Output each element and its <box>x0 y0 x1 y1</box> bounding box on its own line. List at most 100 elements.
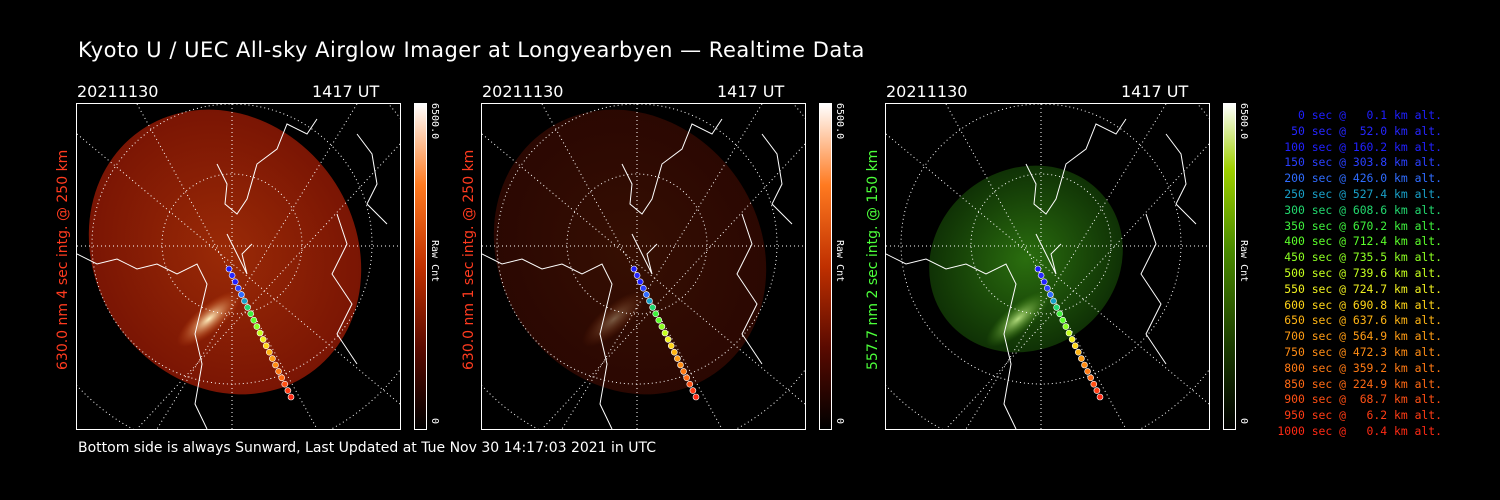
legend-entry: 300 sec @ 608.6 km alt. <box>1284 202 1442 217</box>
aurora-arc <box>582 291 646 347</box>
page-title: Kyoto U / UEC All-sky Airglow Imager at … <box>78 38 865 62</box>
trajectory-point <box>636 278 644 286</box>
trajectory-point <box>1065 329 1073 337</box>
trajectory-point <box>1087 374 1094 382</box>
trajectory-point <box>1090 380 1098 388</box>
legend-entry: 900 sec @ 68.7 km alt. <box>1284 392 1442 407</box>
trajectory-point <box>1096 393 1104 401</box>
panel-3-sky-image <box>885 103 1210 430</box>
legend-entry: 0 sec @ 0.1 km alt. <box>1297 108 1442 122</box>
trajectory-point <box>1081 361 1088 369</box>
aurora-arc <box>986 291 1050 347</box>
trajectory-point <box>256 329 264 337</box>
legend-entry: 1000 sec @ 0.4 km alt. <box>1277 423 1442 438</box>
trajectory-point <box>643 291 650 298</box>
trajectory-point <box>225 265 233 273</box>
panel-2-wavelength-label: 630.0 nm 1 sec intg. @ 250 km <box>461 149 477 370</box>
trajectory-point <box>649 304 656 311</box>
coastlines <box>886 118 1197 429</box>
trajectory-point <box>1056 310 1063 318</box>
panel-2-colorbar <box>819 103 832 430</box>
trajectory-point <box>253 323 261 330</box>
trajectory-point <box>658 323 666 330</box>
legend-entry: 550 sec @ 724.7 km alt. <box>1284 281 1442 296</box>
trajectory-point <box>683 374 690 382</box>
satellite-trajectory <box>1034 265 1104 401</box>
trajectory-point <box>630 265 638 273</box>
trajectory-point <box>646 297 653 305</box>
legend-entry: 650 sec @ 637.6 km alt. <box>1284 313 1442 328</box>
legend-entry: 500 sec @ 739.6 km alt. <box>1284 265 1442 280</box>
coastlines <box>77 118 388 429</box>
trajectory-point <box>1059 316 1067 324</box>
legend-entry: 200 sec @ 426.0 km alt. <box>1284 171 1442 186</box>
trajectory-point <box>1037 272 1045 279</box>
legend-entry: 400 sec @ 712.4 km alt. <box>1284 234 1442 249</box>
trajectory-point <box>633 272 641 279</box>
trajectory-point <box>235 284 242 292</box>
coastlines <box>482 118 793 429</box>
satellite-trajectory <box>225 265 295 401</box>
panel-2-sky-image <box>481 103 806 430</box>
trajectory-point <box>655 316 663 324</box>
airglow-image <box>88 109 362 395</box>
trajectory-point <box>689 387 697 394</box>
satellite-trajectory <box>630 265 700 401</box>
legend-entry: 450 sec @ 735.5 km alt. <box>1284 250 1442 265</box>
legend-entry: 800 sec @ 359.2 km alt. <box>1284 360 1442 375</box>
trajectory-point <box>247 310 254 318</box>
panel-1-colorbar-unit: Raw Cnt <box>429 240 440 283</box>
trajectory-point <box>1093 387 1101 394</box>
latlon-grid <box>886 104 1209 429</box>
panel-1-map <box>77 104 400 429</box>
legend-entry: 600 sec @ 690.8 km alt. <box>1284 297 1442 312</box>
trajectory-point <box>262 342 270 350</box>
panel-2-colorbar-unit: Raw Cnt <box>834 240 845 283</box>
trajectory-point <box>259 336 267 343</box>
trajectory-point <box>250 316 258 324</box>
trajectory-point <box>1044 284 1051 292</box>
trajectory-point <box>667 342 675 350</box>
trajectory-point <box>692 393 700 401</box>
trajectory-point <box>677 361 684 369</box>
panel-3-date: 20211130 <box>886 82 968 101</box>
panel-2-map <box>482 104 805 429</box>
trajectory-point <box>278 374 285 382</box>
legend-entry: 350 sec @ 670.2 km alt. <box>1284 218 1442 233</box>
trajectory-point <box>238 291 245 298</box>
panel-2-date: 20211130 <box>482 82 564 101</box>
legend-entry: 250 sec @ 527.4 km alt. <box>1284 186 1442 201</box>
trajectory-point <box>661 329 669 337</box>
airglow-image <box>929 165 1123 353</box>
legend-entry: 950 sec @ 6.2 km alt. <box>1284 408 1442 423</box>
panel-3-colorbar-max: 6500.0 <box>1238 103 1249 140</box>
trajectory-point <box>1053 304 1060 311</box>
trajectory-point <box>244 304 251 311</box>
panel-1-wavelength-label: 630.0 nm 4 sec intg. @ 250 km <box>55 149 71 370</box>
trajectory-point <box>228 272 236 279</box>
latlon-grid <box>482 104 805 429</box>
trajectory-point <box>664 336 672 343</box>
trajectory-point <box>686 380 694 388</box>
trajectory-point <box>287 393 295 401</box>
trajectory-point <box>680 368 687 375</box>
panel-1-colorbar <box>414 103 427 430</box>
trajectory-legend: 0 sec @ 0.1 km alt. 50 sec @ 52.0 km alt.… <box>1262 108 1442 440</box>
legend-entry: 750 sec @ 472.3 km alt. <box>1284 344 1442 359</box>
trajectory-point <box>1062 323 1070 330</box>
trajectory-point <box>1068 336 1076 343</box>
trajectory-point <box>1075 348 1082 356</box>
panel-3-colorbar-min: 0 <box>1238 418 1249 425</box>
panel-3-colorbar <box>1223 103 1236 430</box>
panel-3-time: 1417 UT <box>1121 82 1189 101</box>
trajectory-point <box>1047 291 1054 298</box>
legend-entry: 150 sec @ 303.8 km alt. <box>1284 155 1442 170</box>
panel-3-map <box>886 104 1209 429</box>
latlon-grid <box>77 104 400 429</box>
legend-entry: 850 sec @ 224.9 km alt. <box>1284 376 1442 391</box>
trajectory-point <box>275 368 282 375</box>
trajectory-point <box>1050 297 1057 305</box>
aurora-arc <box>177 291 241 347</box>
trajectory-point <box>241 297 248 305</box>
footer-note: Bottom side is always Sunward, Last Upda… <box>78 440 656 456</box>
